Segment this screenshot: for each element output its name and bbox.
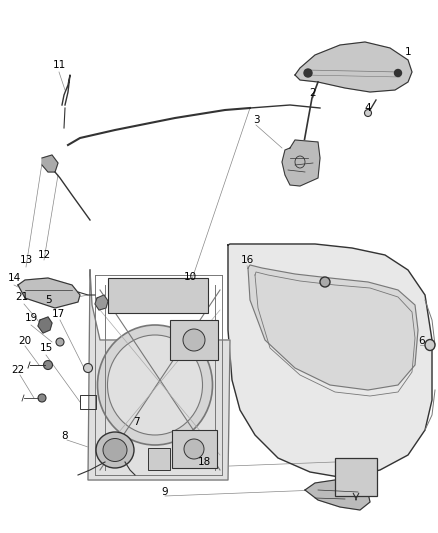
Text: 16: 16 [240, 255, 254, 265]
Text: 11: 11 [53, 60, 66, 70]
Text: 3: 3 [253, 115, 259, 125]
Ellipse shape [304, 69, 312, 77]
Polygon shape [42, 155, 58, 172]
Polygon shape [88, 270, 230, 480]
Ellipse shape [425, 340, 435, 351]
Text: 14: 14 [7, 273, 21, 283]
Ellipse shape [98, 325, 212, 445]
Text: 7: 7 [133, 417, 139, 427]
Ellipse shape [38, 394, 46, 402]
Polygon shape [228, 244, 432, 478]
Polygon shape [38, 317, 52, 333]
Bar [170, 320, 218, 360]
Polygon shape [305, 480, 370, 510]
Text: 19: 19 [25, 313, 38, 323]
Text: 17: 17 [51, 309, 65, 319]
Polygon shape [295, 42, 412, 92]
Ellipse shape [107, 335, 202, 435]
Text: 12: 12 [37, 250, 51, 260]
Ellipse shape [183, 329, 205, 351]
Bar [108, 278, 208, 313]
Polygon shape [282, 140, 320, 186]
Polygon shape [18, 278, 80, 308]
Ellipse shape [103, 439, 127, 462]
Text: 5: 5 [45, 295, 51, 305]
Text: 21: 21 [15, 292, 28, 302]
Text: 22: 22 [11, 365, 25, 375]
Text: 13: 13 [19, 255, 32, 265]
Bar [172, 430, 217, 468]
Bar [80, 395, 96, 409]
Ellipse shape [320, 277, 330, 287]
Ellipse shape [43, 360, 53, 369]
Text: 20: 20 [18, 336, 32, 346]
Polygon shape [248, 265, 418, 390]
Text: 2: 2 [310, 88, 316, 98]
Ellipse shape [395, 69, 402, 77]
Text: 8: 8 [62, 431, 68, 441]
Text: 9: 9 [162, 487, 168, 497]
Text: 1: 1 [405, 47, 411, 57]
Bar [335, 458, 377, 496]
Text: 15: 15 [39, 343, 53, 353]
Ellipse shape [364, 109, 371, 117]
Ellipse shape [56, 338, 64, 346]
Ellipse shape [96, 432, 134, 468]
Text: 6: 6 [419, 336, 425, 346]
Bar [148, 448, 170, 470]
Text: 10: 10 [184, 272, 197, 282]
Ellipse shape [84, 364, 92, 373]
Text: 18: 18 [198, 457, 211, 467]
Polygon shape [95, 295, 108, 310]
Ellipse shape [184, 439, 204, 459]
Text: 4: 4 [365, 103, 371, 113]
